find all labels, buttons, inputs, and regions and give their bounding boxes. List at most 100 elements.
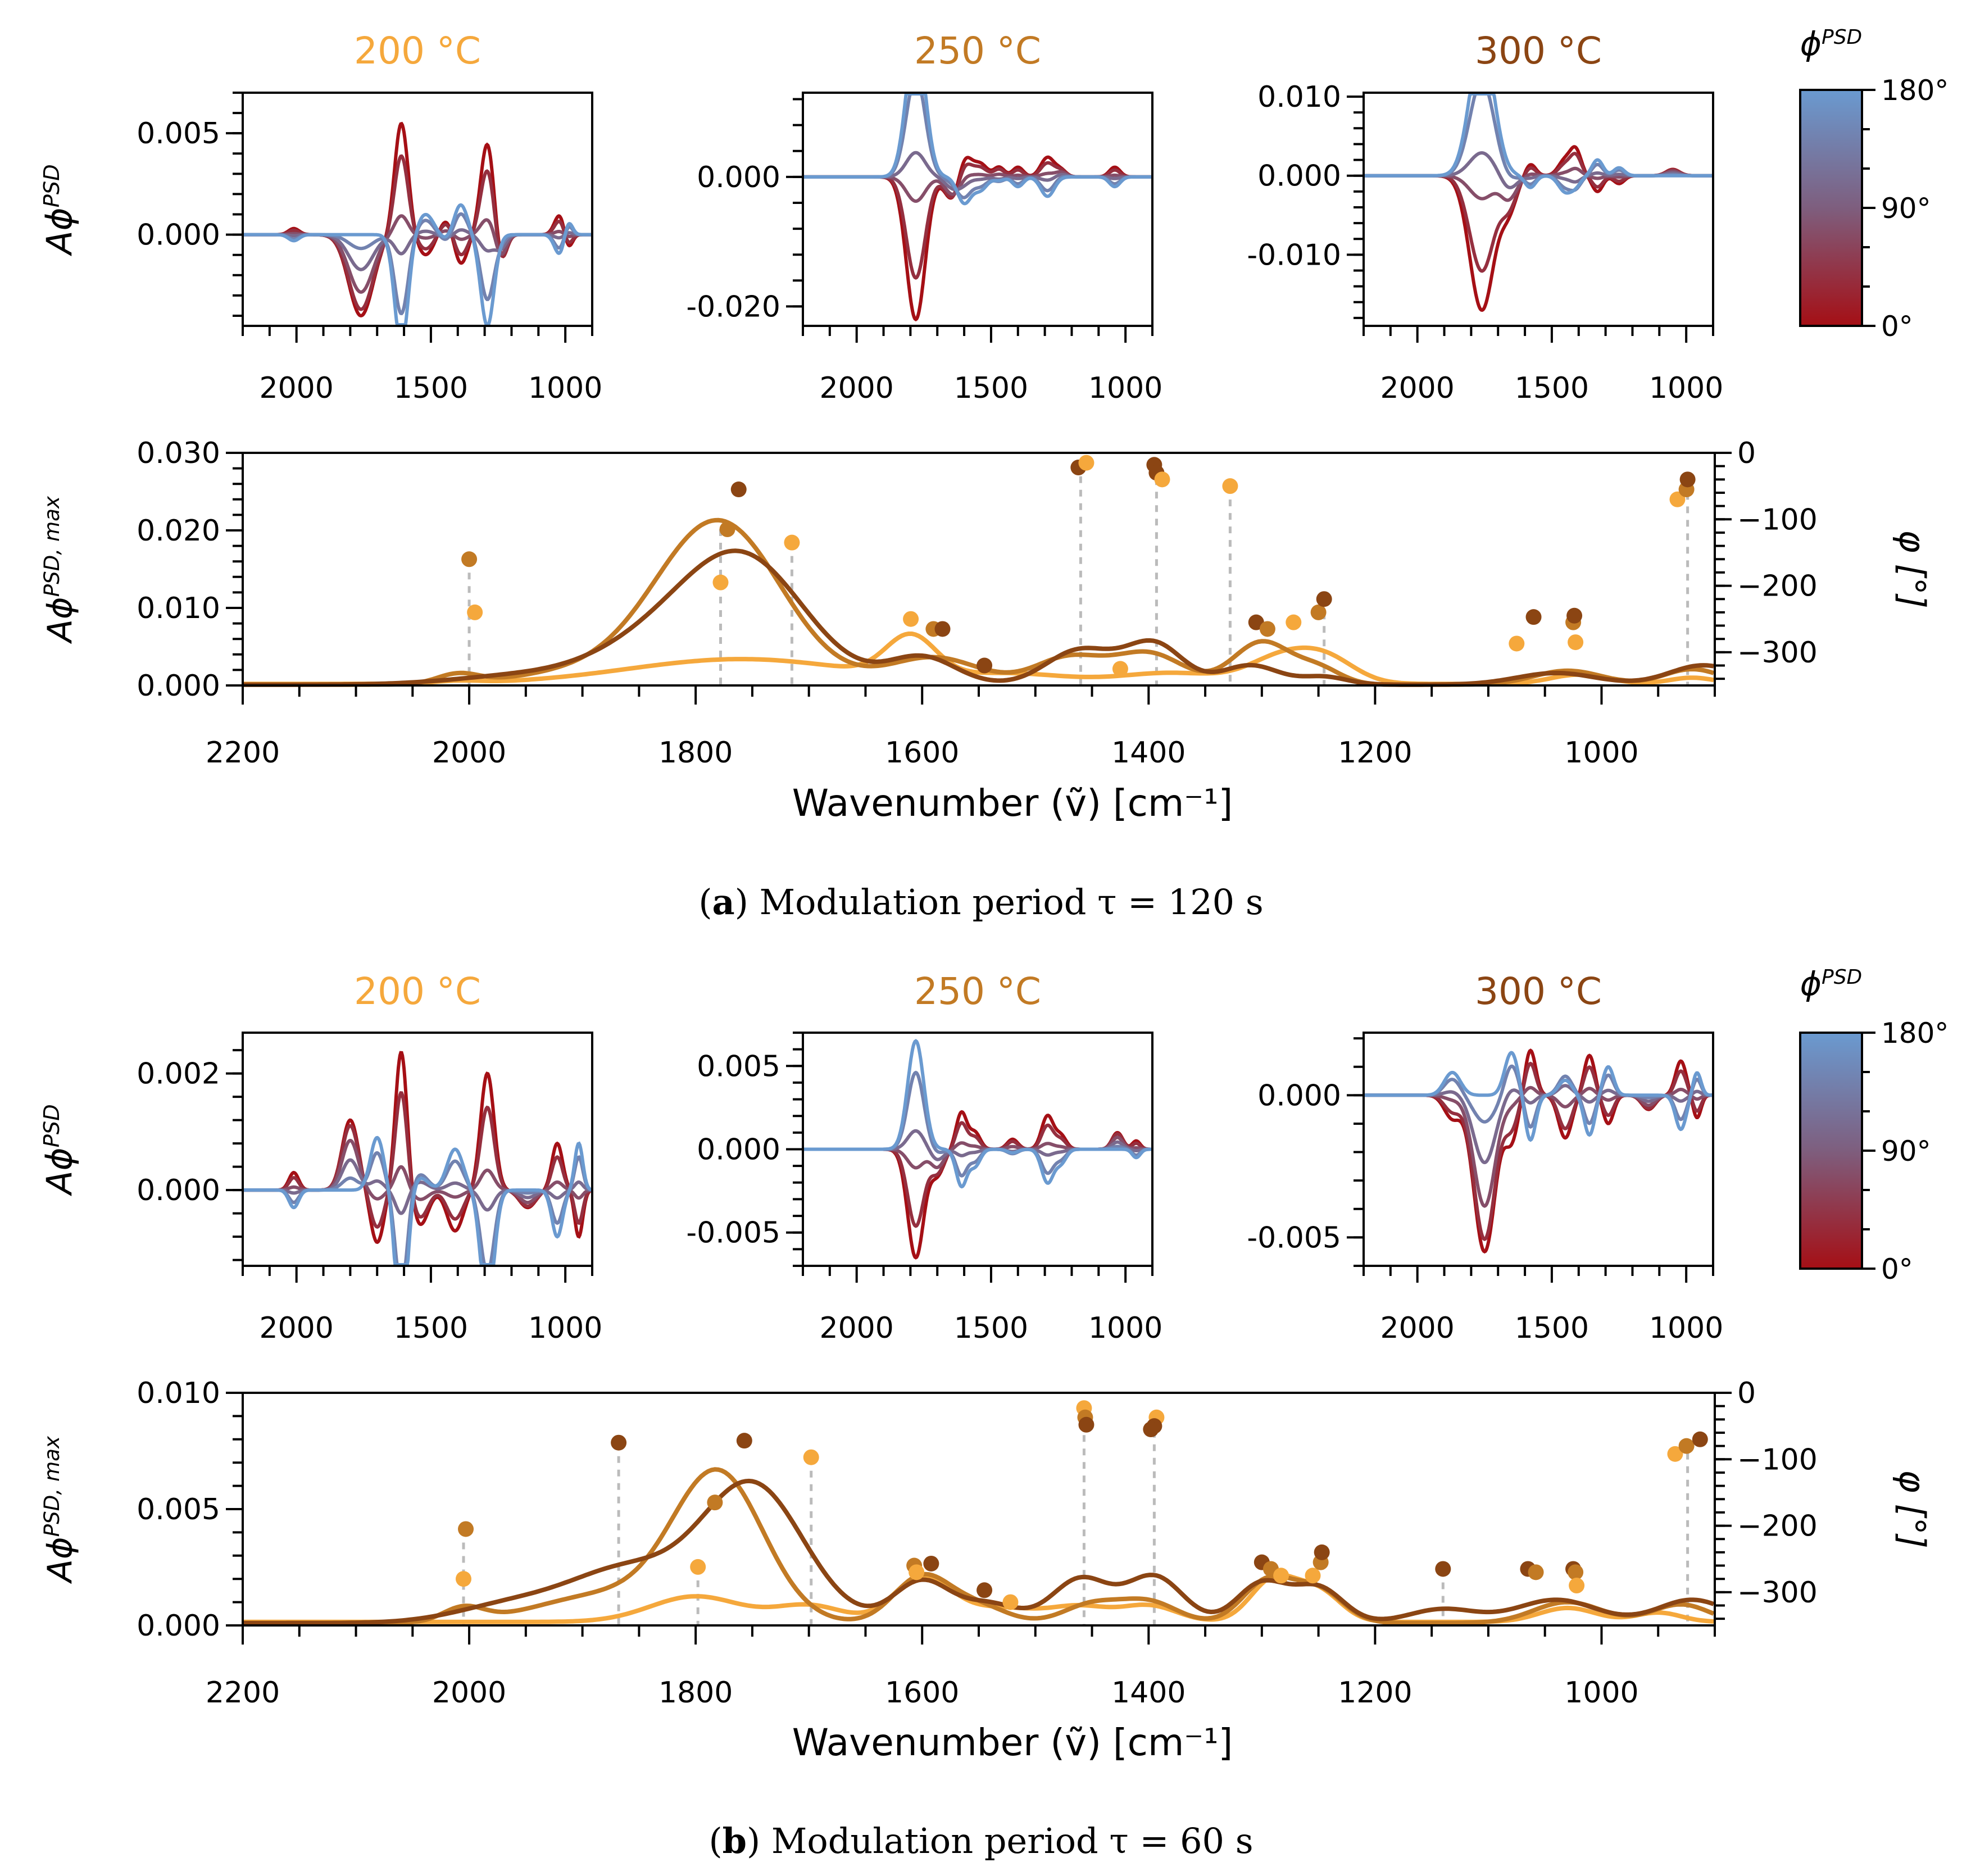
y-axis-label: AϕPSD (39, 164, 80, 256)
series-line-300 (243, 548, 1714, 687)
x-tick-label: 1400 (1111, 736, 1186, 770)
y-tick-label: 0.005 (137, 1493, 220, 1527)
colorbar-label: ϕPSD (1800, 25, 1862, 63)
phase-point (1525, 609, 1542, 625)
axes-frame (1362, 92, 1714, 327)
phase-curves (243, 1051, 593, 1266)
phase-point (1143, 1421, 1159, 1438)
phase-curves (803, 92, 1152, 322)
phase-curve (243, 1091, 593, 1229)
subplot-a-2: 250 °C 2000 1500 1000 0.000 -0.020 (686, 29, 1162, 405)
phase-point (1314, 1544, 1330, 1560)
x-tick-label: 1500 (1515, 371, 1589, 405)
phase-tick-label: −100 (1737, 503, 1818, 537)
subplot-title: 300 °C (1475, 29, 1602, 72)
x-tick-label: 2000 (432, 1676, 506, 1710)
max-panel: 2200 2000 1800 1600 1400 1200 1000 Wavenumber (… (39, 1377, 1933, 1764)
y-axis-label-left: AϕPSD, max (39, 496, 80, 644)
phase-point (1078, 1416, 1094, 1433)
y-tick-label: -0.010 (1247, 238, 1341, 272)
caption-letter: a (712, 882, 735, 923)
phase-point (1112, 661, 1128, 677)
colorbar-tick-label: 180° (1881, 1017, 1949, 1050)
phase-point (803, 1449, 819, 1465)
phase-point (690, 1559, 706, 1575)
x-tick-label: 1200 (1338, 736, 1412, 770)
colorbar-tick-label: 180° (1881, 74, 1949, 107)
colorbar-tick-label: 0° (1881, 1253, 1913, 1286)
phase-tick-label: −200 (1737, 570, 1818, 603)
caption-letter: b (723, 1820, 747, 1861)
y-tick-label: 0.005 (137, 117, 220, 151)
x-tick-label: 1000 (1649, 371, 1723, 405)
x-axis-label: Wavenumber (ṽ) [cm⁻¹] (792, 782, 1233, 825)
subplot-b-2: 250 °C 2000 1500 1000 0.005 0.000 -0.005 (686, 970, 1162, 1345)
phase-point (1286, 614, 1302, 630)
phase-point (707, 1495, 723, 1511)
colorbar: ϕPSD 180° 90° 0° (1799, 25, 1949, 343)
phase-curve (243, 203, 592, 326)
y-tick-label: 0.010 (137, 592, 220, 625)
x-tick-label: 1200 (1338, 1676, 1412, 1710)
x-tick-label: 2000 (820, 1311, 894, 1345)
subplot-title: 300 °C (1475, 970, 1602, 1013)
x-tick-label: 1400 (1111, 1676, 1186, 1710)
x-tick-label: 1600 (885, 736, 959, 770)
phase-point (1569, 1578, 1585, 1594)
y-tick-label: 0.010 (137, 1377, 220, 1410)
phase-tick-label: 0 (1737, 437, 1756, 470)
x-tick-label: 1000 (528, 1311, 602, 1345)
phase-point (1669, 491, 1686, 507)
subplot-a-3: 300 °C 2000 1500 1000 0.010 0.000 -0.010 (1247, 29, 1723, 405)
phase-curve (803, 1039, 1152, 1189)
phase-curve (243, 1135, 593, 1266)
phase-point (461, 551, 478, 567)
axes-frame (1362, 1032, 1714, 1267)
phase-point (1679, 471, 1696, 488)
x-tick-label: 2200 (206, 1676, 280, 1710)
x-tick-label: 1600 (885, 1676, 959, 1710)
axes-frame (242, 92, 593, 327)
y-tick-label: 0.020 (137, 514, 220, 548)
phase-point (1222, 478, 1238, 494)
y-axis-label: AϕPSD (39, 1104, 80, 1196)
phase-point (736, 1433, 752, 1449)
phase-point (934, 621, 951, 637)
axes-frame (242, 1032, 593, 1267)
phase-point (456, 1571, 471, 1587)
phase-curves (1364, 1048, 1713, 1254)
y-tick-label: 0.002 (137, 1057, 220, 1091)
x-tick-label: 1500 (954, 1311, 1028, 1345)
y-tick-label: 0.000 (137, 669, 220, 703)
y-tick-label: -0.020 (686, 290, 780, 324)
x-tick-label: 1000 (1088, 1311, 1162, 1345)
phase-point (712, 574, 729, 590)
phase-point (1273, 1568, 1289, 1584)
phase-point (719, 521, 735, 538)
y-axis-label-left: AϕPSD, max (39, 1436, 80, 1584)
phase-tick-label: 0 (1737, 1377, 1756, 1410)
x-axis-label: Wavenumber (ṽ) [cm⁻¹] (792, 1721, 1233, 1764)
phase-point (1316, 591, 1332, 607)
subplot-title: 250 °C (914, 29, 1041, 72)
phase-point (467, 604, 483, 620)
phase-point (458, 1521, 474, 1537)
axes-frame (802, 92, 1153, 327)
phase-point (1667, 1446, 1683, 1462)
phase-tick-label: −100 (1737, 1443, 1818, 1477)
series-line-300 (243, 1478, 1715, 1625)
phase-point (977, 1582, 993, 1598)
x-tick-label: 1000 (1088, 371, 1162, 405)
phase-point (1509, 635, 1525, 652)
phase-point (1002, 1594, 1019, 1610)
phase-tick-label: −300 (1737, 636, 1818, 670)
subplot-title: 250 °C (914, 970, 1041, 1013)
phase-point (1248, 614, 1264, 630)
phase-curves (1364, 92, 1713, 312)
subplot-title: 200 °C (354, 970, 481, 1013)
x-tick-label: 2000 (260, 371, 334, 405)
phase-point (1078, 455, 1094, 471)
y-tick-label: 0.000 (697, 161, 780, 194)
phase-point (977, 657, 993, 674)
